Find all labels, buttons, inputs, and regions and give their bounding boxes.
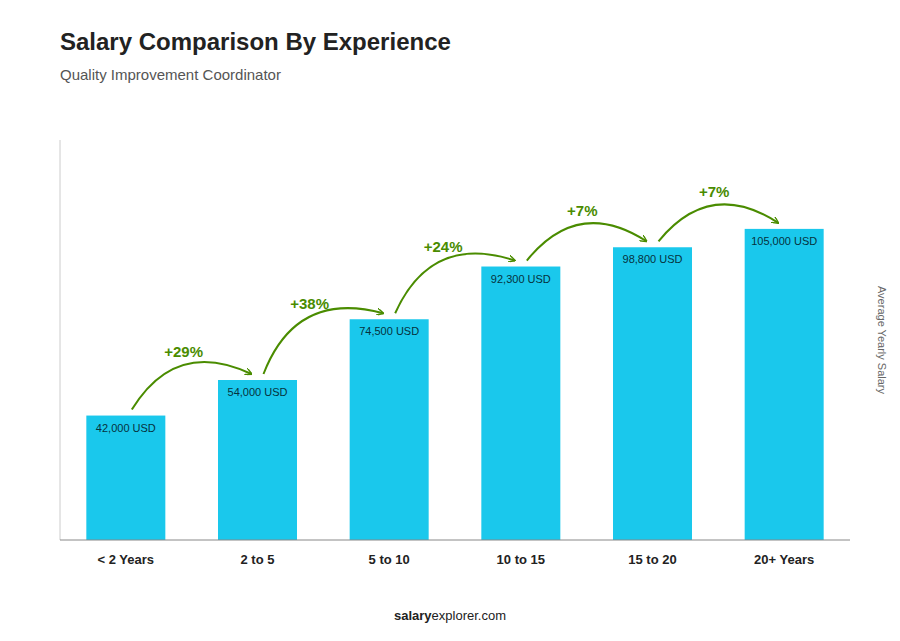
bar	[86, 416, 165, 540]
footer-part: salary	[394, 608, 432, 623]
data-label: 42,000 USD	[96, 422, 156, 434]
data-label: 54,000 USD	[228, 386, 288, 398]
bar	[613, 247, 692, 540]
x-tick-label: 20+ Years	[754, 552, 814, 567]
change-label: +29%	[164, 343, 203, 360]
footer: salaryexplorer.com	[394, 608, 506, 623]
change-arrow	[395, 254, 515, 314]
change-label: +7%	[699, 183, 729, 200]
x-tick-label: 5 to 10	[369, 552, 410, 567]
x-tick-label: 15 to 20	[628, 552, 676, 567]
x-tick-label: < 2 Years	[98, 552, 155, 567]
chart-container: Salary Comparison By Experience Quality I…	[0, 0, 900, 641]
bars	[86, 229, 823, 540]
data-label: 98,800 USD	[623, 253, 683, 265]
change-label: +24%	[424, 238, 463, 255]
data-label: 105,000 USD	[751, 235, 817, 247]
baseline	[60, 540, 850, 541]
bar	[350, 319, 429, 540]
change-arrow	[264, 308, 384, 374]
title: Salary Comparison By Experience	[60, 28, 451, 55]
subtitle: Quality Improvement Coordinator	[60, 66, 281, 83]
change-label: +7%	[567, 202, 597, 219]
y-axis-label: Average Yearly Salary	[876, 286, 888, 395]
x-tick-label: 2 to 5	[241, 552, 275, 567]
data-label: 74,500 USD	[359, 325, 419, 337]
bar	[218, 380, 297, 540]
data-label: 92,300 USD	[491, 273, 551, 285]
bar	[481, 267, 560, 540]
change-arrow	[527, 223, 647, 260]
y-axis-line	[60, 140, 61, 540]
change-arrow	[659, 204, 779, 241]
change-arrow	[132, 362, 252, 410]
x-tick-label: 10 to 15	[497, 552, 545, 567]
bar	[745, 229, 824, 540]
chart-svg: Salary Comparison By Experience Quality I…	[0, 0, 900, 641]
footer-part: explorer.com	[432, 608, 506, 623]
change-label: +38%	[290, 295, 329, 312]
